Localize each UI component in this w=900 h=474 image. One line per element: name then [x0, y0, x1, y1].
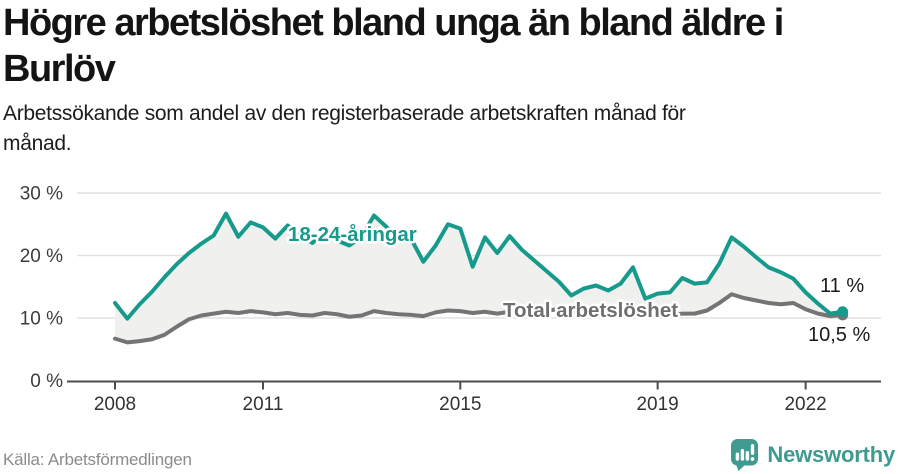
brand-lockup: Newsworthy — [730, 438, 895, 472]
x-tick-label: 2008 — [94, 394, 136, 415]
line-chart: 2008 2011 2015 2019 2022 0 % 10 % 20 % 30 % 18-24… — [0, 160, 900, 426]
x-tick-label: 2022 — [784, 394, 826, 415]
series-end-value-label: 11 % — [820, 275, 864, 297]
x-tick-label: 2015 — [439, 394, 481, 415]
y-tick-label: 20 % — [20, 246, 63, 267]
x-tick-label: 2019 — [636, 394, 678, 415]
page-subtitle: Arbetssökande som andel av den registerb… — [3, 102, 686, 156]
y-tick-label: 30 % — [20, 184, 63, 205]
area-fill-between-series — [115, 213, 843, 343]
y-tick-label: 10 % — [20, 309, 63, 330]
series-inline-label: 18-24-åringar — [288, 223, 417, 246]
series-inline-label: Total arbetslöshet — [503, 299, 678, 322]
chart-svg: 2008 2011 2015 2019 2022 0 % 10 % 20 % 30 % 18-24… — [20, 184, 881, 415]
bar-chart-exclamation-glyph — [736, 444, 755, 461]
series-line — [113, 211, 845, 321]
series-line — [113, 292, 845, 345]
page-title: Högre arbetslöshet bland unga än bland ä… — [3, 2, 784, 90]
source-note: Källa: Arbetsförmedlingen — [3, 450, 192, 469]
series-end-dot — [837, 306, 849, 318]
brand-name: Newsworthy — [767, 442, 895, 467]
newsworthy-logo-icon — [731, 439, 759, 471]
series-end-value-label: 10,5 % — [808, 324, 870, 346]
x-tick-label: 2011 — [243, 394, 284, 415]
y-tick-label: 0 % — [30, 371, 63, 392]
